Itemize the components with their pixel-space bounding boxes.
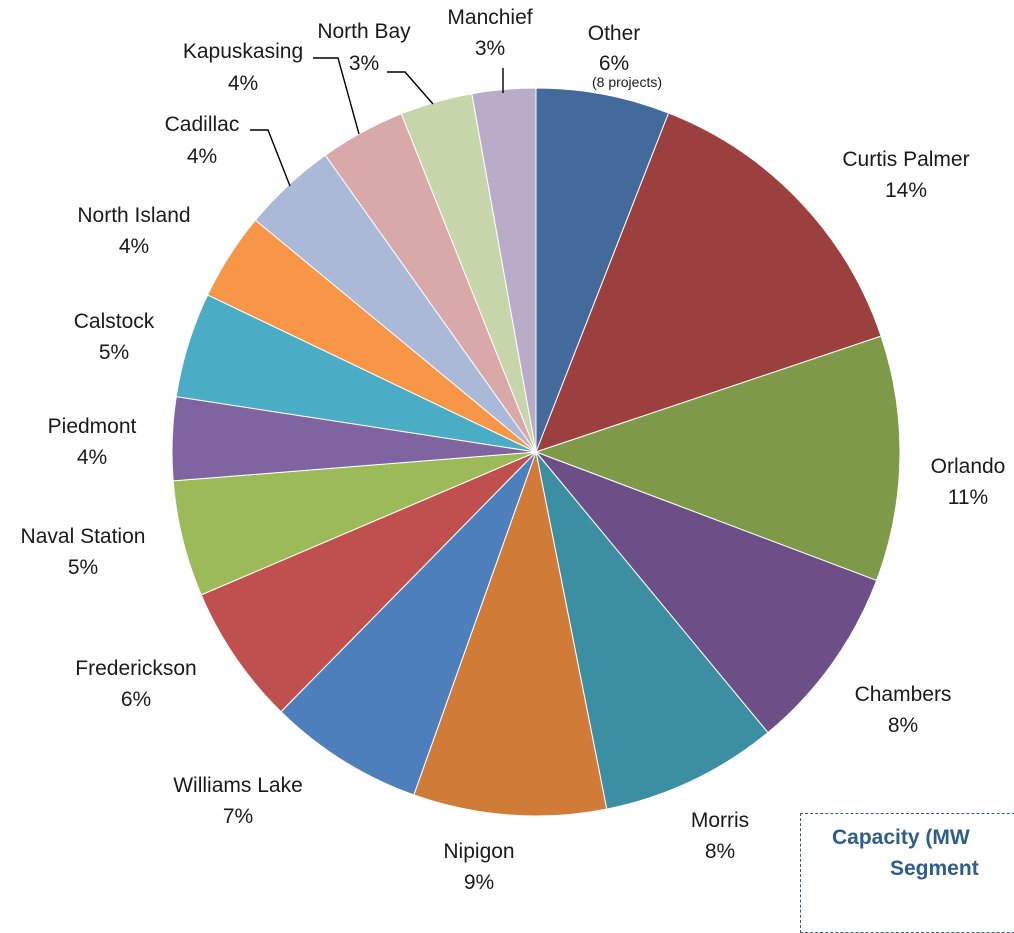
leader-line-kapuskasing [313, 57, 360, 135]
pie-chart: Other 6% (8 projects) Curtis Palmer 14% … [21, 6, 1006, 894]
slice-pct-williams-lake: 7% [223, 805, 253, 828]
leader-line-north-bay [387, 71, 434, 105]
slice-pct-manchief: 3% [475, 37, 505, 60]
slice-pct-north-bay: 3% [349, 52, 379, 75]
slice-label-north-bay: North Bay [317, 20, 411, 43]
slice-label-frederickson: Frederickson [75, 657, 196, 680]
slice-pct-other: 6% [599, 52, 629, 75]
pie-slice-other [535, 87, 670, 453]
capacity-callout-subtitle: Segment [890, 857, 979, 880]
slice-label-naval-station: Naval Station [21, 525, 146, 548]
leader-lines [250, 57, 504, 187]
slice-pct-morris: 8% [705, 840, 735, 863]
slice-label-calstock: Calstock [74, 310, 155, 333]
pie-slice-orlando [534, 335, 901, 582]
slice-pct-orlando: 11% [948, 486, 988, 509]
slice-label-manchief: Manchief [447, 6, 532, 29]
slice-pct-naval-station: 5% [68, 556, 98, 579]
slice-label-north-island: North Island [77, 204, 190, 227]
slice-labels: Other 6% (8 projects) Curtis Palmer 14% … [21, 6, 1006, 894]
slice-label-nipigon: Nipigon [443, 840, 514, 863]
capacity-callout-title: Capacity (MW [832, 826, 970, 849]
slice-label-morris: Morris [691, 809, 749, 832]
pie-slice-frederickson [200, 451, 537, 713]
pie-slice-williams-lake [280, 451, 537, 796]
slice-pct-curtis-palmer: 14% [885, 179, 927, 202]
slice-pct-north-island: 4% [119, 235, 149, 258]
slice-label-curtis-palmer: Curtis Palmer [842, 148, 969, 171]
leader-line-cadillac [250, 129, 291, 187]
pie-slice-chambers [534, 450, 878, 734]
slice-label-orlando: Orlando [931, 455, 1006, 478]
slice-label-piedmont: Piedmont [48, 415, 137, 438]
slice-pct-frederickson: 6% [121, 688, 151, 711]
slice-pct-cadillac: 4% [187, 145, 217, 168]
slice-pct-calstock: 5% [99, 341, 129, 364]
slice-note-other: (8 projects) [592, 74, 662, 90]
slice-pct-kapuskasing: 4% [228, 72, 258, 95]
slice-pct-piedmont: 4% [77, 446, 107, 469]
slice-label-cadillac: Cadillac [165, 113, 240, 136]
slice-label-williams-lake: Williams Lake [173, 774, 303, 797]
slice-pct-nipigon: 9% [464, 871, 494, 894]
slice-pct-chambers: 8% [888, 714, 918, 737]
pie-slice-manchief [471, 87, 537, 453]
pie-slices [171, 87, 901, 817]
pie-slice-morris [535, 451, 769, 810]
pie-slice-nipigon [413, 450, 608, 817]
pie-slice-curtis-palmer [535, 112, 882, 453]
slice-label-kapuskasing: Kapuskasing [183, 40, 303, 63]
slice-label-other: Other [588, 22, 641, 45]
slice-label-chambers: Chambers [855, 683, 952, 706]
